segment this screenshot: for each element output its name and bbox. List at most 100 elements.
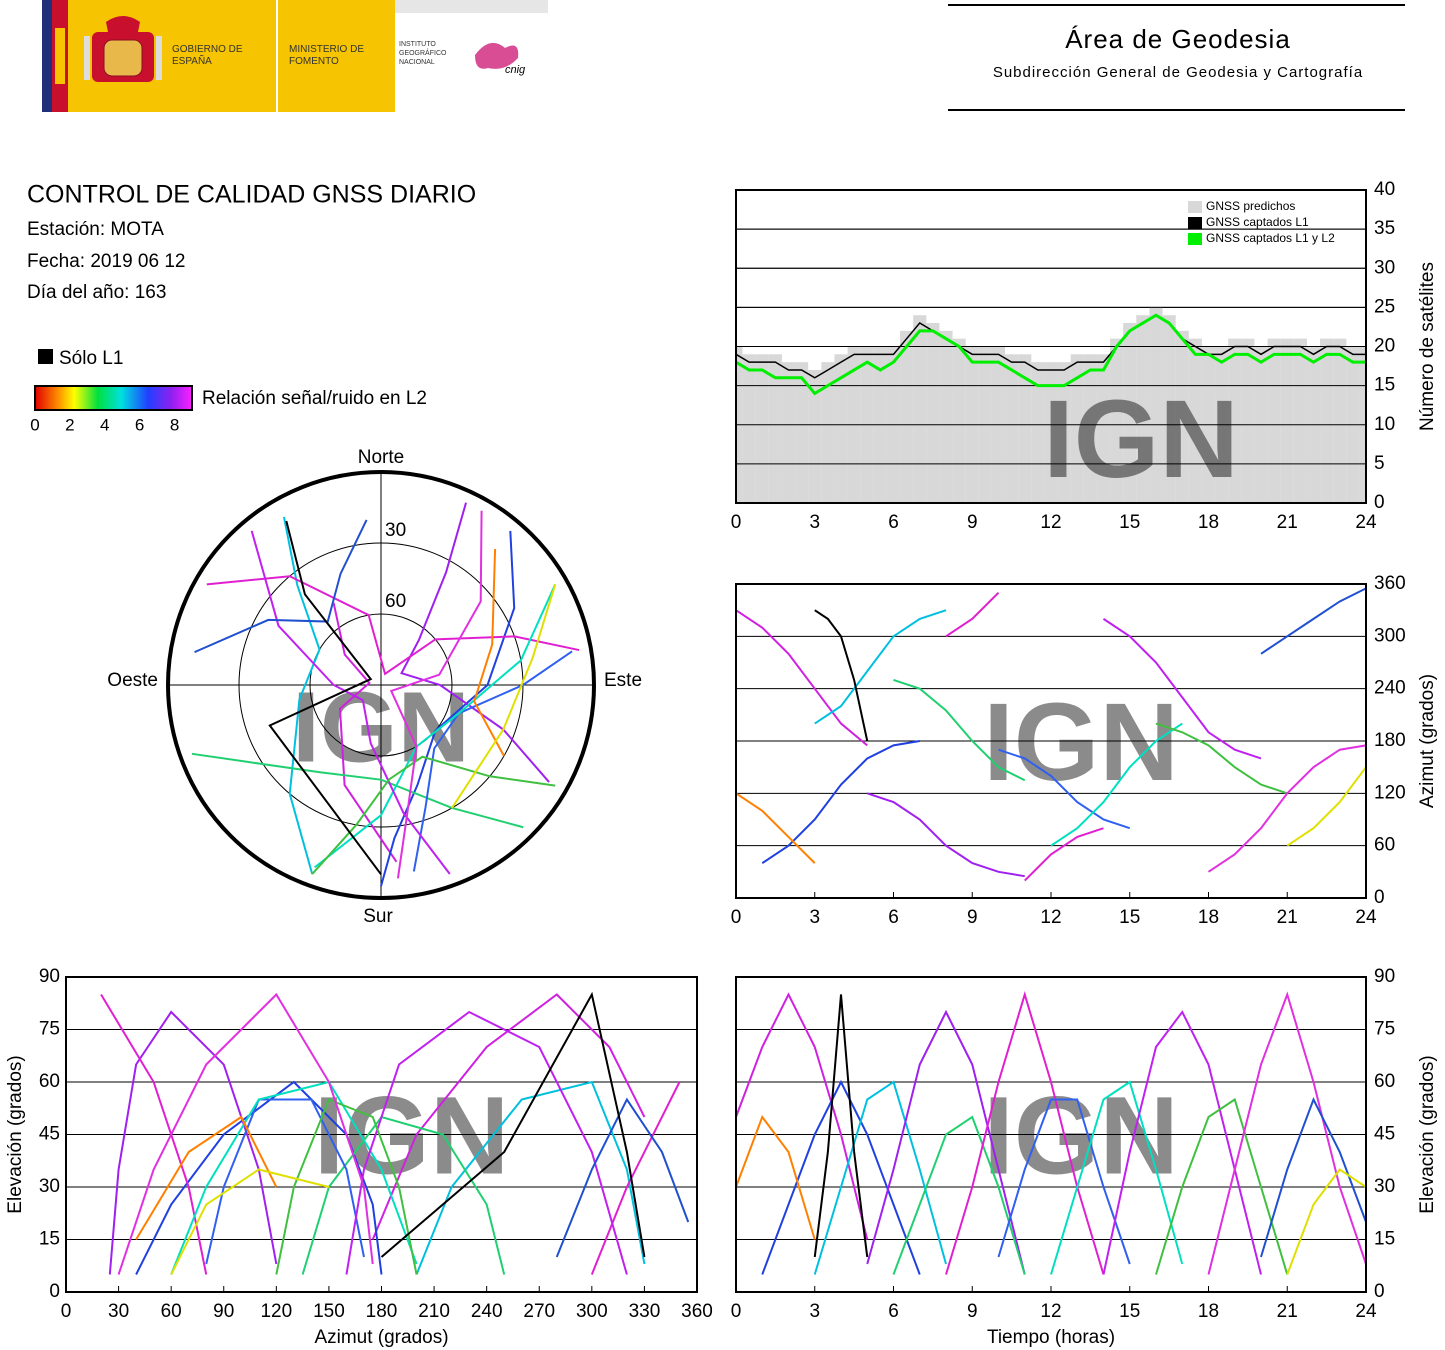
predicted-area [1293, 338, 1307, 503]
x-tick-label: 300 [576, 1301, 608, 1322]
sky-track [451, 584, 557, 809]
y-tick-label: 60 [1374, 1071, 1395, 1092]
satellite-track [761, 740, 920, 864]
satellite-track [1260, 587, 1367, 655]
x-tick-label: 30 [108, 1301, 129, 1322]
satellite-track [1207, 991, 1367, 1275]
logo-ministry-block [278, 0, 395, 112]
x-tick-label: 270 [523, 1301, 555, 1322]
satellite-track [1260, 1097, 1367, 1258]
watermark: IGN [314, 1075, 510, 1198]
y-tick-label: 300 [1374, 625, 1406, 646]
logo-cnig: cnig [505, 64, 526, 76]
sky-track [268, 520, 382, 875]
x-tick-label: 3 [809, 1301, 820, 1322]
predicted-area [913, 315, 927, 503]
y-tick-label: 240 [1374, 678, 1406, 699]
satellite-track [1155, 722, 1288, 795]
logo-gov: GOBIERNO DE ESPAÑA [172, 44, 243, 67]
x-tick-label: 12 [1040, 1301, 1061, 1322]
x-tick-label: 210 [418, 1301, 450, 1322]
sky-track [191, 752, 524, 829]
plot-frame [735, 583, 1367, 899]
predicted-area [821, 362, 835, 503]
satellite-track [135, 1080, 383, 1275]
predicted-area [1280, 338, 1294, 503]
predicted-area [939, 330, 953, 503]
y-tick-label: 15 [1374, 375, 1395, 396]
predicted-area [1149, 307, 1163, 503]
satellite-track [205, 1098, 365, 1265]
y-tick-label: 60 [1374, 835, 1395, 856]
predicted-area [808, 369, 822, 503]
predicted-area [1083, 354, 1097, 503]
satellite-track [761, 1079, 921, 1275]
colorbar [34, 385, 193, 411]
predicted-area [900, 330, 914, 503]
x-tick-label: 12 [1040, 512, 1061, 533]
colorbar-tick-label: 6 [135, 415, 144, 434]
plot-frame [735, 189, 1367, 504]
predicted-area [1162, 315, 1176, 503]
y-tick-label: 360 [1374, 573, 1406, 594]
logo-ign-bar [395, 0, 548, 13]
y-tick-label: 25 [1374, 296, 1395, 317]
y-axis-label: Elevación (grados) [1417, 1055, 1438, 1213]
x-tick-label: 360 [681, 1301, 713, 1322]
colorbar-label: Relación señal/ruido en L2 [202, 388, 427, 409]
y-tick-label: 30 [39, 1176, 60, 1197]
predicted-area [1096, 354, 1111, 503]
predicted-area [1031, 362, 1045, 503]
sky-track [473, 548, 505, 757]
y-axis-label: Azimut (grados) [1417, 674, 1438, 808]
satellite-track [813, 994, 869, 1258]
predicted-area [1136, 315, 1150, 503]
x-tick-label: 120 [260, 1301, 292, 1322]
satellite-track [893, 678, 1026, 782]
satellite-track [814, 609, 947, 725]
y-tick-label: 40 [1374, 179, 1395, 200]
x-tick-label: 240 [471, 1301, 503, 1322]
satellite-track [1286, 766, 1367, 847]
predicted-area [1241, 338, 1255, 503]
x-tick-label: 180 [366, 1301, 398, 1322]
report-doy: Día del año: 163 [27, 282, 166, 303]
sky-track [206, 575, 580, 676]
elevation-ring [309, 613, 453, 757]
legend-label: GNSS captados L1 y L2 [1206, 231, 1335, 245]
logo-ministry: MINISTERIO DE FOMENTO [289, 44, 365, 67]
y-tick-label: 35 [1374, 218, 1395, 239]
x-tick-label: 21 [1277, 1301, 1298, 1322]
sky-track [389, 510, 483, 879]
x-tick-label: 9 [967, 1301, 978, 1322]
sky-track [250, 530, 451, 875]
y-tick-label: 120 [1374, 782, 1406, 803]
satellite-track [1207, 744, 1367, 873]
x-tick-label: 24 [1355, 1301, 1377, 1322]
satellite-track [1102, 618, 1262, 760]
satellite-track [866, 792, 1025, 878]
x-tick-label: 0 [61, 1301, 72, 1322]
x-tick-label: 6 [888, 1301, 899, 1322]
logo-ign: INSTITUTO GEOGRÁFICO NACIONAL [399, 41, 447, 66]
x-tick-label: 15 [1119, 907, 1140, 928]
predicted-area [926, 323, 940, 503]
predicted-area [755, 354, 769, 503]
legend-l1-swatch [38, 349, 53, 364]
satellite-track [1024, 827, 1104, 882]
direction-label: Oeste [107, 670, 158, 691]
x-tick-label: 0 [731, 512, 742, 533]
x-tick-label: 9 [967, 512, 978, 533]
x-axis-label: Azimut (grados) [314, 1327, 448, 1348]
satellite-track [301, 1115, 506, 1275]
predicted-area [768, 354, 782, 503]
y-tick-label: 0 [1374, 887, 1385, 908]
satellite-track [117, 992, 374, 1275]
predicted-area [834, 354, 848, 503]
y-tick-label: 0 [1374, 492, 1385, 513]
plot-frame [735, 976, 1367, 1293]
satellite-track [371, 993, 646, 1240]
sky-track [282, 516, 321, 875]
y-tick-label: 45 [39, 1124, 60, 1145]
